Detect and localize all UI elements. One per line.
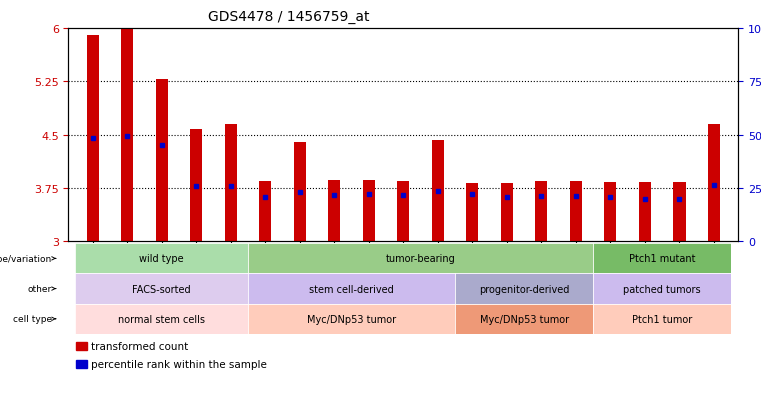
Bar	[224, 125, 237, 242]
Text: Ptch1 tumor: Ptch1 tumor	[632, 314, 693, 324]
Text: Myc/DNp53 tumor: Myc/DNp53 tumor	[479, 314, 568, 324]
Text: patched tumors: patched tumors	[623, 284, 701, 294]
Text: percentile rank within the sample: percentile rank within the sample	[91, 359, 266, 369]
Bar	[363, 180, 375, 242]
Bar	[570, 182, 582, 242]
Bar	[76, 342, 87, 350]
Bar	[673, 183, 686, 242]
Text: FACS-sorted: FACS-sorted	[132, 284, 191, 294]
Bar	[708, 125, 720, 242]
Bar	[431, 140, 444, 242]
Bar	[466, 183, 479, 242]
Text: other: other	[28, 285, 53, 293]
Bar	[604, 183, 616, 242]
Text: progenitor-derived: progenitor-derived	[479, 284, 569, 294]
Text: genotype/variation: genotype/variation	[0, 254, 53, 263]
Text: Ptch1 mutant: Ptch1 mutant	[629, 254, 696, 264]
Bar	[76, 360, 87, 368]
Bar	[501, 183, 513, 242]
Text: cell type: cell type	[13, 315, 53, 323]
Text: tumor-bearing: tumor-bearing	[386, 254, 456, 264]
Text: GDS4478 / 1456759_at: GDS4478 / 1456759_at	[209, 10, 370, 24]
Text: transformed count: transformed count	[91, 341, 188, 351]
Bar	[639, 183, 651, 242]
Bar	[397, 181, 409, 242]
Bar	[536, 181, 547, 242]
Bar	[260, 181, 271, 242]
Bar	[328, 180, 340, 242]
Bar	[87, 36, 99, 242]
Text: wild type: wild type	[139, 254, 184, 264]
Text: stem cell-derived: stem cell-derived	[309, 284, 394, 294]
Bar	[121, 29, 133, 242]
Bar	[190, 130, 202, 242]
Bar	[294, 142, 306, 242]
Bar	[156, 80, 167, 242]
Text: Myc/DNp53 tumor: Myc/DNp53 tumor	[307, 314, 396, 324]
Text: normal stem cells: normal stem cells	[118, 314, 205, 324]
